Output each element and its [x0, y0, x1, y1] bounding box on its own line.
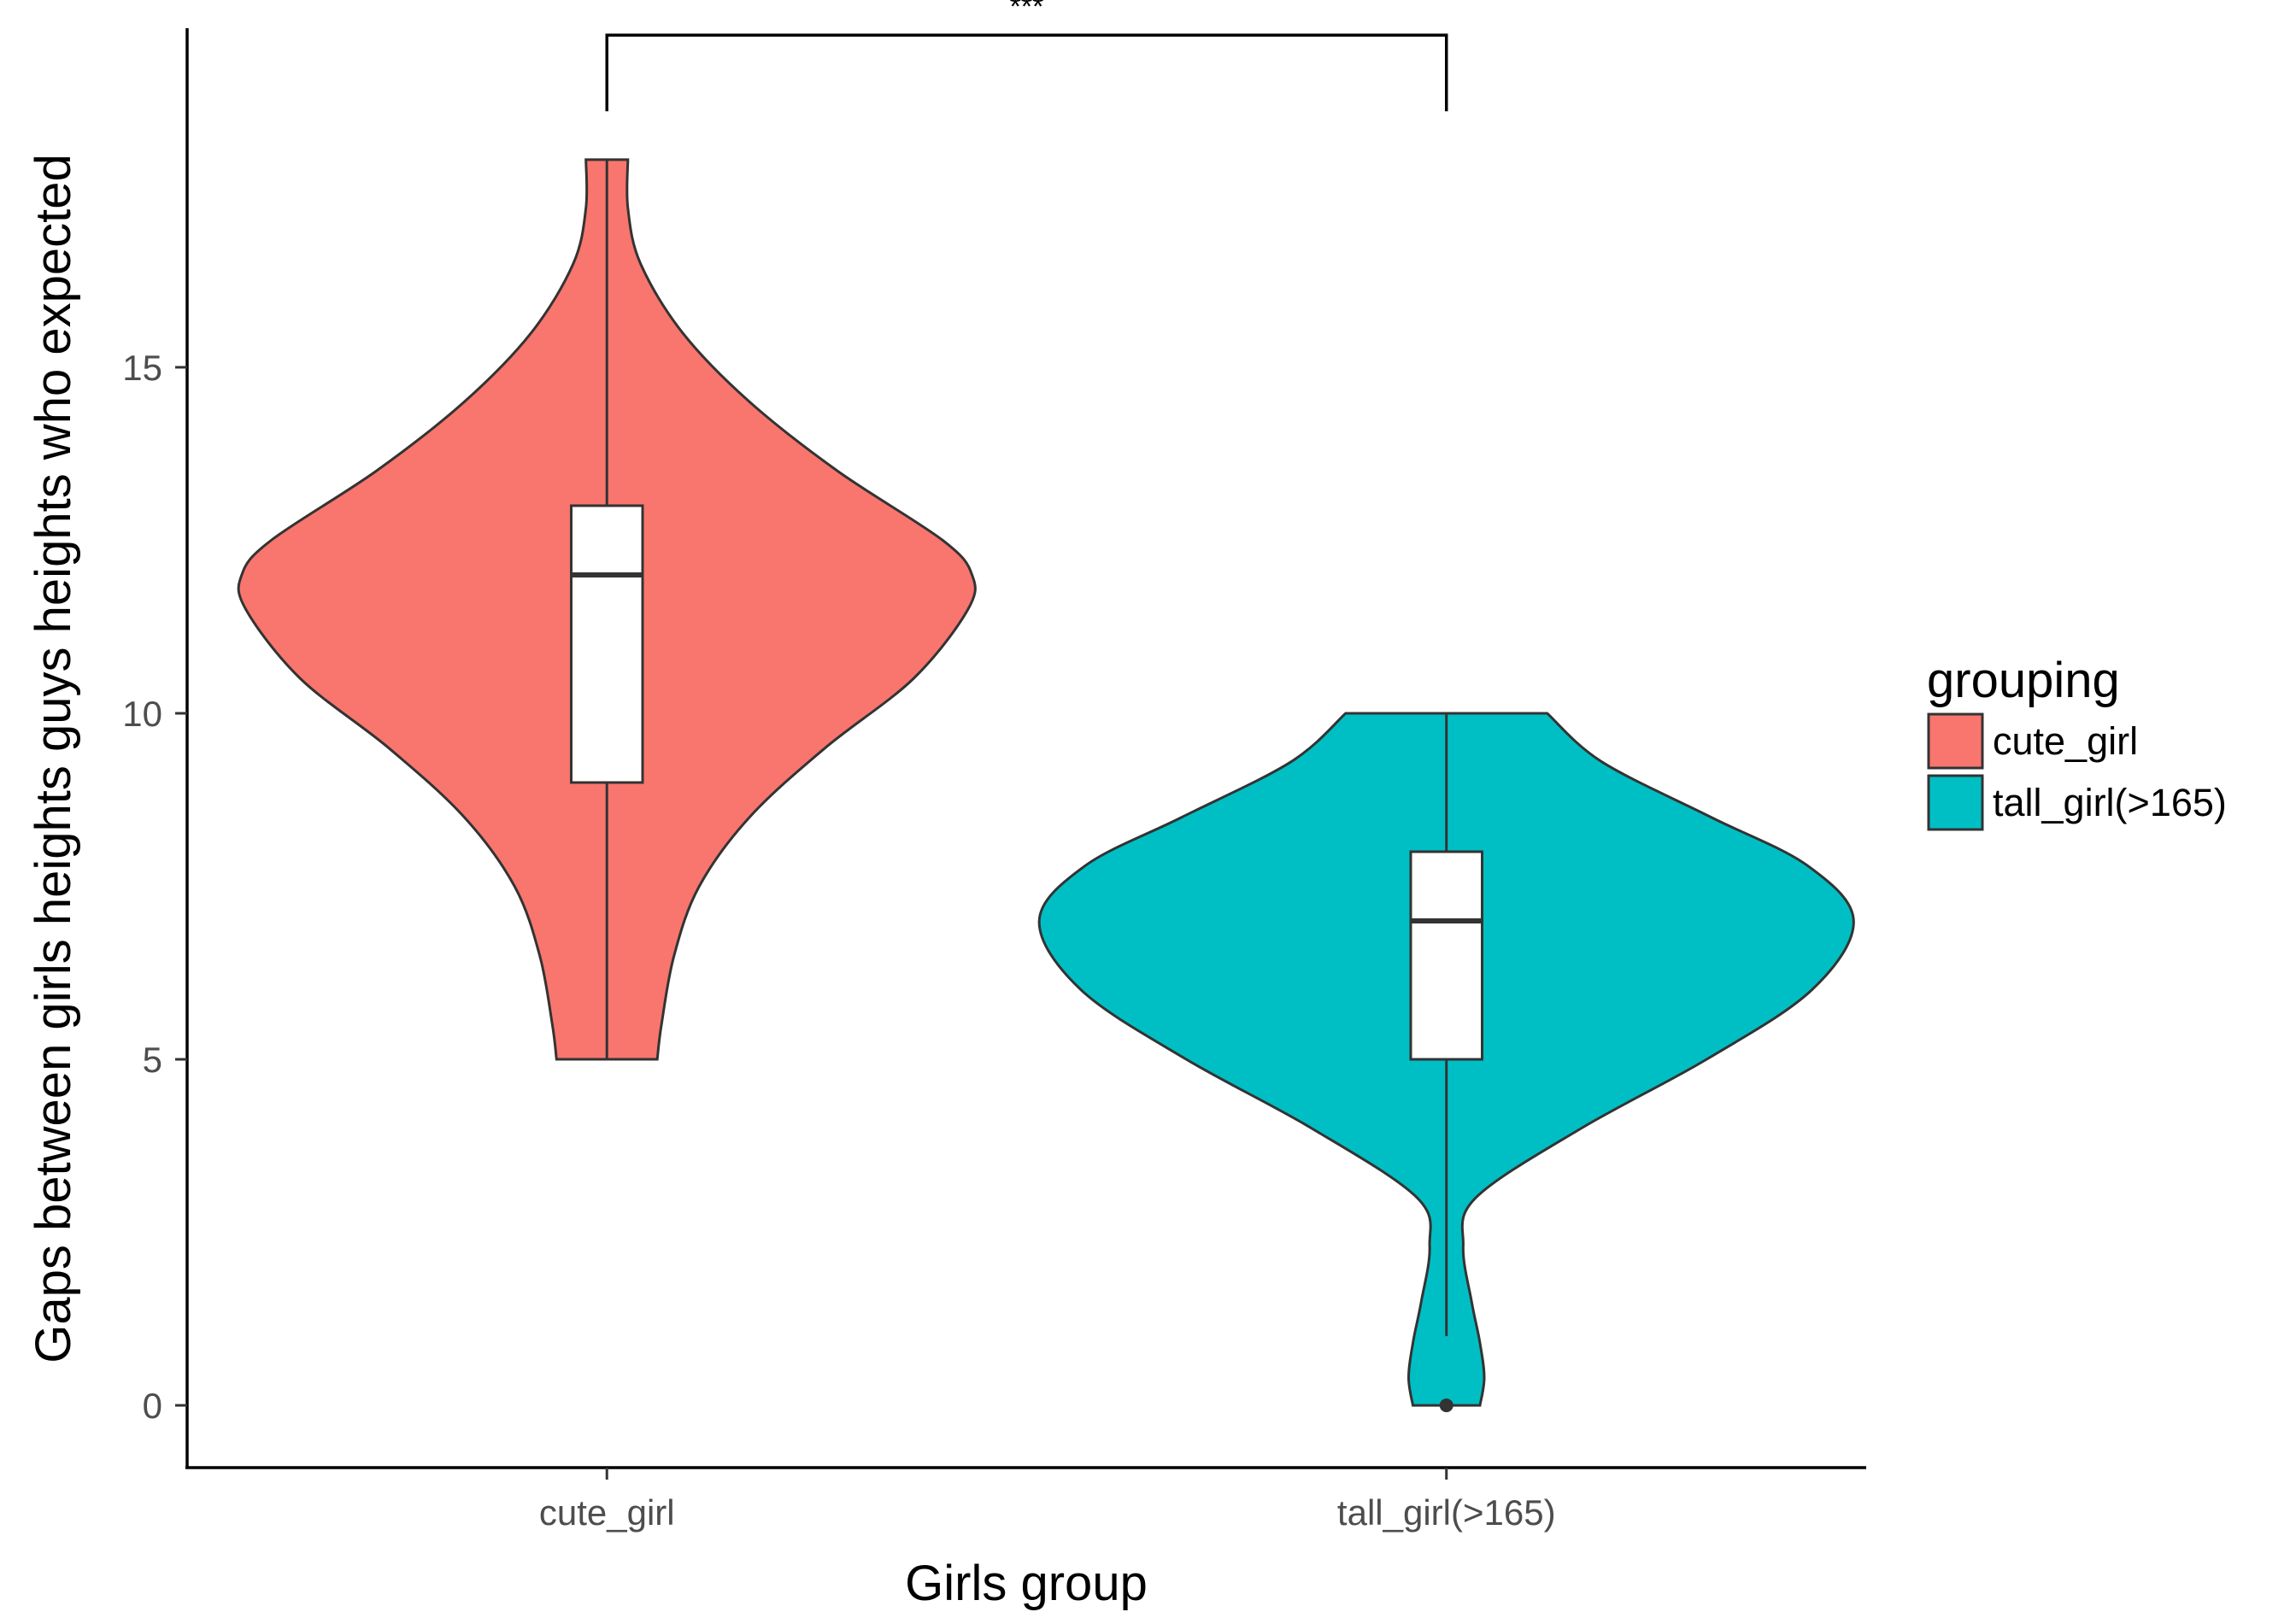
legend-swatch-cute-girl	[1927, 712, 1984, 770]
x-tick-label: cute_girl	[539, 1492, 675, 1533]
y-ticks: 0 5 10 15	[122, 348, 187, 1426]
legend: grouping cute_girl tall_girl(>165)	[1927, 653, 2227, 831]
x-tick-label: tall_girl(>165)	[1337, 1492, 1556, 1533]
x-ticks: cute_girl tall_girl(>165)	[539, 1468, 1556, 1533]
y-tick-label: 10	[122, 694, 162, 734]
x-axis-title: Girls group	[905, 1556, 1148, 1611]
boxplots	[569, 159, 1484, 1413]
legend-title: grouping	[1927, 653, 2120, 708]
y-tick-label: 0	[143, 1386, 162, 1426]
violins	[237, 158, 1855, 1407]
outlier-point	[1439, 1398, 1453, 1413]
box-tall-girl-165	[1409, 850, 1484, 1061]
significance-bracket: ***	[605, 0, 1448, 112]
axes	[185, 28, 1866, 1469]
y-tick-label: 15	[122, 348, 162, 388]
significance-bracket-line	[605, 33, 1448, 112]
legend-swatch-tall-girl-165	[1927, 774, 1984, 831]
y-tick-label: 5	[143, 1040, 162, 1080]
legend-items: cute_girl tall_girl(>165)	[1927, 712, 2227, 831]
legend-label-tall-girl-165: tall_girl(>165)	[1993, 781, 2227, 824]
significance-label: ***	[1010, 0, 1044, 23]
legend-label-cute-girl: cute_girl	[1993, 719, 2138, 763]
y-axis-title: Gaps between girls heights guys heights …	[26, 154, 81, 1363]
box-cute-girl	[569, 504, 644, 784]
